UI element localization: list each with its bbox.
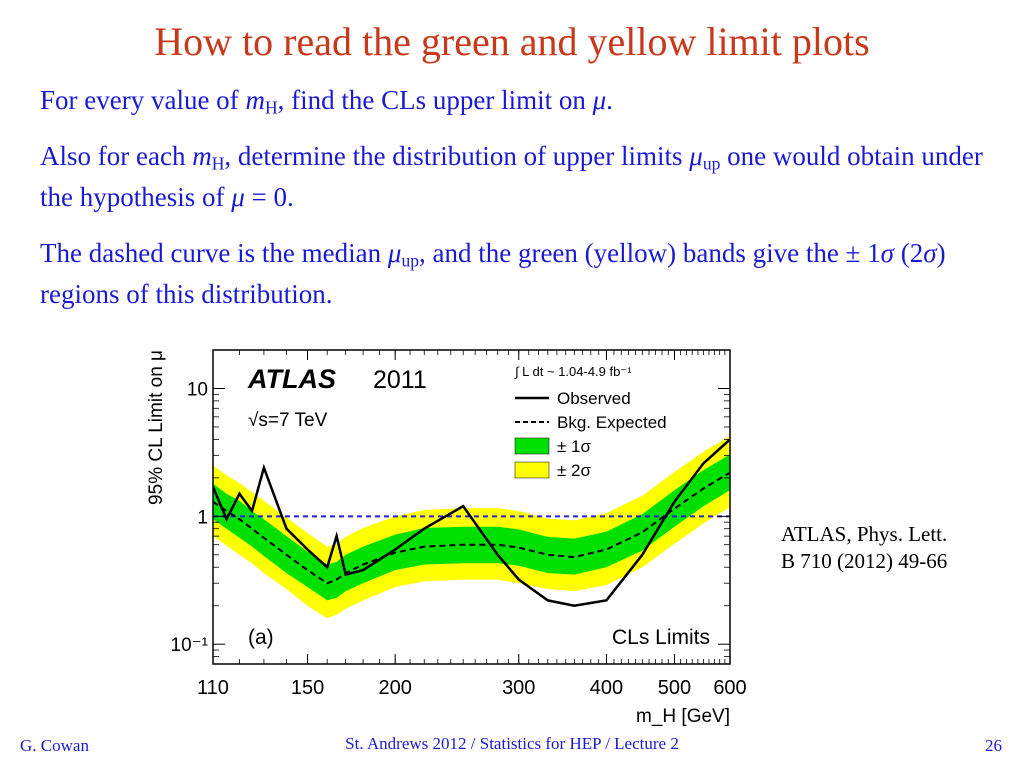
text-run: μ: [689, 141, 703, 171]
text-run: , determine the distribution of upper li…: [224, 141, 690, 171]
x-axis-label: m_H [GeV]: [636, 706, 730, 727]
text-run: up: [401, 250, 419, 271]
text-run: μ: [387, 238, 402, 268]
experiment-label: ATLAS: [247, 364, 336, 394]
footer-title: St. Andrews 2012 / Statistics for HEP / …: [345, 734, 679, 753]
legend-observed-label: Observed: [557, 389, 631, 408]
text-run: (2: [894, 238, 924, 268]
x-tick-label: 300: [502, 677, 535, 699]
text-run: H: [211, 153, 225, 174]
reference-line-1: ATLAS, Phys. Lett.: [781, 522, 948, 546]
text-run: H: [264, 97, 278, 118]
x-tick-label: 150: [291, 677, 324, 699]
legend-1sigma-swatch: [514, 437, 550, 455]
text-run: For every value of: [40, 85, 246, 115]
y-axis-label: 95% CL Limit on μ: [146, 350, 167, 505]
paragraph-3: The dashed curve is the median μup, and …: [40, 233, 990, 315]
y-tick-label: 1: [197, 507, 208, 528]
text-run: .: [606, 85, 613, 115]
energy-label: √s=7 TeV: [248, 410, 328, 431]
text-run: one would obtain under the hypothesis of: [40, 141, 983, 212]
x-tick-label: 600: [713, 677, 746, 699]
footer-author: G. Cowan: [20, 736, 89, 755]
text-run: Also for each: [40, 141, 193, 171]
y-tick-label: 10: [187, 379, 208, 400]
plot-frame: [212, 349, 731, 665]
text-run: , find the CLs upper limit on: [277, 85, 593, 115]
text-run: σ: [923, 238, 937, 268]
text-run: m: [245, 85, 265, 115]
text-run: ) regions of this distribution.: [40, 238, 946, 309]
year-label: 2011: [373, 366, 427, 394]
reference: ATLAS, Phys. Lett. B 710 (2012) 49-66: [781, 521, 947, 575]
luminosity-label: ∫ L dt ~ 1.04-4.9 fb⁻¹: [514, 364, 632, 379]
text-run: = 0.: [244, 182, 294, 212]
text-run: The dashed curve is the median: [40, 238, 388, 268]
x-tick-label: 110: [197, 677, 229, 699]
legend-1sigma-label: ± 1σ: [557, 437, 592, 456]
method-label: CLs Limits: [612, 626, 710, 649]
page-number: 26: [985, 736, 1002, 755]
paragraph-2: Also for each mH, determine the distribu…: [40, 136, 990, 218]
text-run: μ: [231, 182, 245, 212]
legend-2sigma-label: ± 2σ: [557, 461, 592, 480]
text-run: , and the green (yellow) bands give the …: [418, 238, 881, 268]
text-run: μ: [592, 85, 607, 115]
slide-title: How to read the green and yellow limit p…: [154, 19, 870, 64]
reference-line-2: B 710 (2012) 49-66: [781, 549, 948, 573]
x-tick-label: 200: [379, 677, 412, 699]
text-run: m: [192, 141, 212, 171]
legend-2sigma-swatch: [514, 461, 550, 479]
x-tick-label: 400: [590, 677, 623, 699]
x-tick-label: 500: [658, 677, 691, 699]
paragraph-1: For every value of mH, find the CLs uppe…: [40, 80, 990, 121]
expected-line: [213, 471, 730, 585]
text-run: σ: [880, 238, 894, 268]
panel-label: (a): [248, 626, 274, 649]
legend-expected-label: Bkg. Expected: [557, 413, 667, 432]
text-run: up: [702, 153, 721, 174]
y-tick-label: 10⁻¹: [171, 635, 209, 656]
